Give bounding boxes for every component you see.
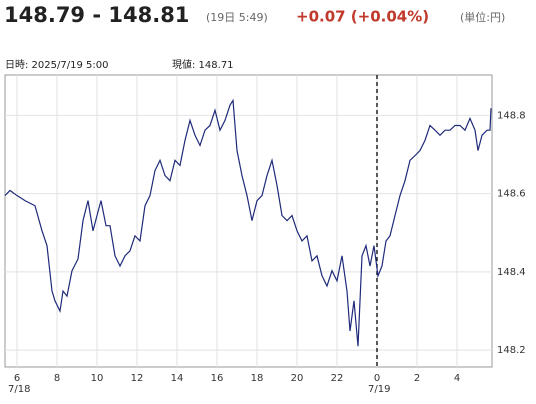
plot-frame: [4, 74, 493, 368]
price: 148.79 - 148.81: [4, 3, 189, 27]
y-tick-label: 148.2: [497, 345, 526, 356]
y-tick-label: 148.8: [497, 110, 526, 121]
info-current: 現値: 148.71: [172, 58, 234, 71]
day-label: 7/19: [368, 384, 390, 395]
info-time: 日時: 2025/7/19 5:00: [5, 59, 108, 71]
x-tick-label: 18: [251, 373, 264, 384]
x-tick-label: 10: [91, 373, 104, 384]
y-tick-label: 148.4: [497, 267, 526, 278]
x-tick-label: 8: [54, 373, 60, 384]
x-tick-label: 6: [14, 373, 20, 384]
x-tick-label: 14: [171, 373, 184, 384]
change: +0.07 (+0.04%): [296, 8, 429, 26]
x-tick-label: 16: [211, 373, 224, 384]
x-tick-label: 20: [291, 373, 304, 384]
y-tick-label: 148.6: [497, 189, 526, 200]
unit: (単位:円): [460, 10, 505, 24]
x-tick-label: 0: [374, 373, 380, 384]
timestamp: (19日 5:49): [206, 11, 268, 24]
x-tick-label: 12: [131, 373, 144, 384]
price-line: [4, 98, 492, 347]
day-label: 7/18: [8, 384, 30, 395]
x-tick-label: 2: [414, 373, 420, 384]
x-tick-label: 4: [454, 373, 460, 384]
x-tick-label: 22: [331, 373, 344, 384]
